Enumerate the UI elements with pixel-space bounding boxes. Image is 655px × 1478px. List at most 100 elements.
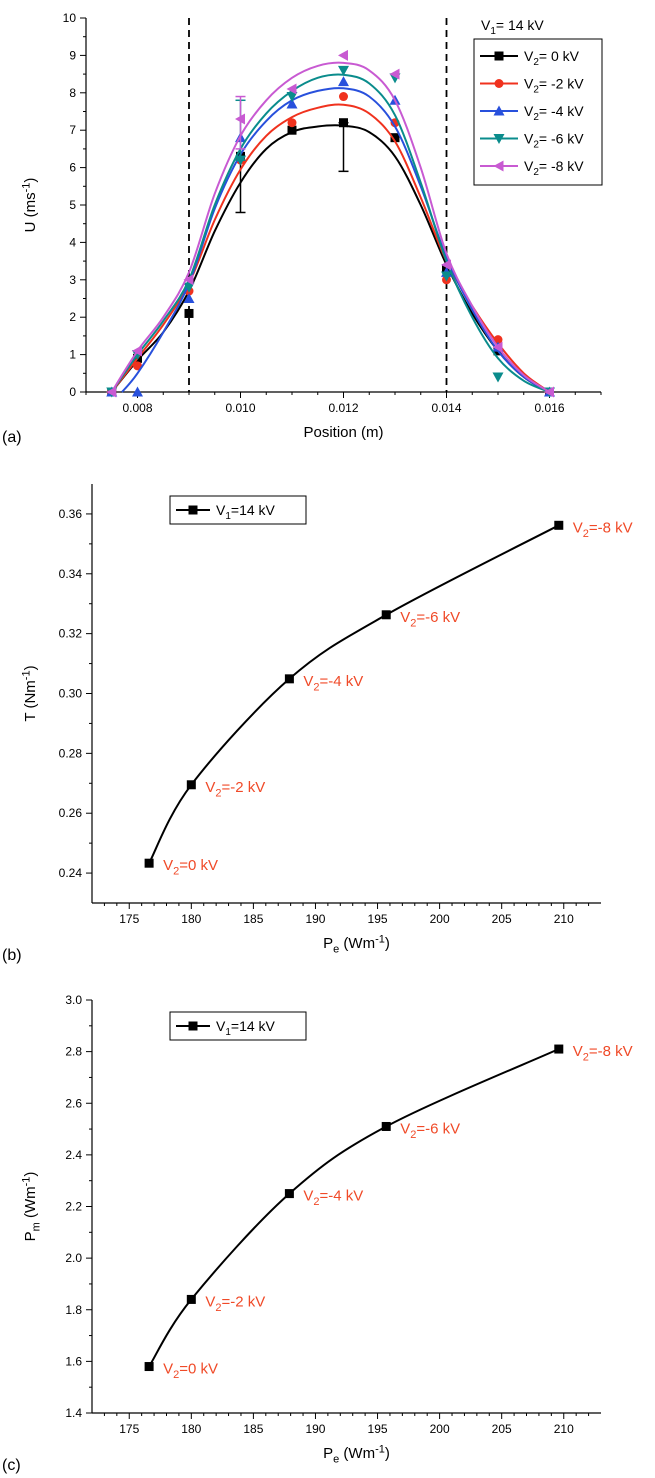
y-tick-label: 2.2 xyxy=(65,1200,82,1214)
legend-marker xyxy=(494,79,504,88)
data-point xyxy=(183,293,195,303)
chart-panel-c: 175 180 185 190 195 200 205 210 1.4 1.6 1.8 2.0 2.2 2… xyxy=(2,993,633,1474)
data-point xyxy=(133,361,142,371)
point-annotation: V2=0 kV xyxy=(163,1361,218,1382)
legend-label: V1=14 kV xyxy=(216,1018,276,1038)
y-tick-label: 2.4 xyxy=(65,1148,82,1162)
legend-title: V1= 14 kV xyxy=(481,17,544,37)
legend-label: V2= -6 kV xyxy=(524,131,584,151)
data-point xyxy=(492,341,503,353)
x-tick-label: 175 xyxy=(119,912,139,926)
data-point xyxy=(186,1294,196,1304)
x-tick-label: 200 xyxy=(430,1422,450,1436)
x-tick-label: 0.014 xyxy=(431,401,461,415)
data-point xyxy=(554,1044,564,1054)
y-tick-label: 0.30 xyxy=(59,687,83,701)
x-tick-label: 180 xyxy=(181,912,201,926)
y-tick-label: 10 xyxy=(63,11,77,25)
data-point xyxy=(186,780,196,790)
x-tick-label: 180 xyxy=(181,1422,201,1436)
point-annotation: V2=-2 kV xyxy=(205,779,265,800)
data-point xyxy=(235,113,245,125)
data-point xyxy=(339,118,348,128)
data-point xyxy=(183,274,194,286)
point-annotation: V2=-4 kV xyxy=(303,673,363,694)
y-tick-label: 2 xyxy=(69,310,76,324)
panel-label: (a) xyxy=(2,429,22,446)
legend-marker xyxy=(493,160,504,172)
data-point xyxy=(132,345,142,357)
y-tick-label: 2.6 xyxy=(65,1096,82,1110)
data-point xyxy=(338,49,348,61)
y-tick-label: 3.0 xyxy=(65,993,82,1007)
x-tick-label: 0.008 xyxy=(122,401,152,415)
legend-marker xyxy=(493,105,505,116)
data-point xyxy=(286,98,298,109)
point-annotation: V2=-4 kV xyxy=(303,1188,363,1209)
y-axis-label: Pm (Wm-1) xyxy=(20,1172,42,1242)
legend-label: V2= -8 kV xyxy=(524,158,584,178)
x-tick-label: 185 xyxy=(243,912,263,926)
legend-label: V2= -2 kV xyxy=(524,76,584,96)
data-point xyxy=(132,386,143,397)
point-annotation: V2=-6 kV xyxy=(400,1120,460,1141)
x-axis-label: Pe (Wm-1) xyxy=(323,1443,390,1465)
y-tick-label: 6 xyxy=(69,161,76,175)
data-point xyxy=(287,125,297,135)
data-point xyxy=(338,65,349,76)
legend-label: V1=14 kV xyxy=(216,502,276,522)
data-point xyxy=(389,68,400,80)
y-tick-label: 1.6 xyxy=(65,1354,82,1368)
y-tick-label: 1 xyxy=(69,348,76,362)
data-point xyxy=(390,133,400,143)
x-tick-label: 210 xyxy=(554,912,574,926)
data-point xyxy=(284,1189,294,1199)
x-tick-label: 200 xyxy=(430,912,450,926)
x-tick-label: 195 xyxy=(368,912,388,926)
y-tick-label: 9 xyxy=(69,48,76,62)
data-point xyxy=(338,76,349,87)
data-point xyxy=(144,858,154,868)
data-point xyxy=(554,520,564,530)
data-point xyxy=(284,674,294,684)
y-tick-label: 2.0 xyxy=(65,1251,82,1265)
y-tick-label: 3 xyxy=(69,273,76,287)
data-point xyxy=(286,92,298,103)
data-point xyxy=(441,259,451,271)
legend-label: V2= 0 kV xyxy=(524,48,580,68)
x-tick-label: 190 xyxy=(305,912,325,926)
data-point xyxy=(144,1362,154,1372)
y-tick-label: 0.36 xyxy=(59,507,83,521)
legend-label: V2= -4 kV xyxy=(524,103,584,123)
x-tick-label: 0.010 xyxy=(225,401,255,415)
legend-marker xyxy=(494,51,504,61)
data-point xyxy=(544,386,554,398)
x-tick-label: 0.016 xyxy=(534,401,564,415)
y-axis-label: U (ms-1) xyxy=(20,178,39,233)
data-point xyxy=(441,271,452,282)
y-tick-label: 2.8 xyxy=(65,1045,82,1059)
legend-marker xyxy=(493,134,505,144)
legend-marker xyxy=(188,505,198,515)
x-tick-label: 185 xyxy=(243,1422,263,1436)
x-axis-label: Pe (Wm-1) xyxy=(323,933,390,955)
chart-panel-b: 175 180 185 190 195 200 205 210 0.24 0.26 0.28 0.30… xyxy=(2,484,633,964)
y-tick-label: 0.28 xyxy=(59,746,83,760)
point-annotation: V2=0 kV xyxy=(163,857,218,878)
data-point xyxy=(184,308,194,318)
y-tick-label: 1.4 xyxy=(65,1406,82,1420)
y-tick-label: 5 xyxy=(69,198,76,212)
data-point xyxy=(183,282,195,293)
y-tick-label: 0.32 xyxy=(59,627,83,641)
series-4 xyxy=(106,49,554,398)
x-tick-label: 210 xyxy=(554,1422,574,1436)
x-tick-label: 190 xyxy=(305,1422,325,1436)
point-annotation: V2=-2 kV xyxy=(205,1293,265,1314)
x-tick-label: 175 xyxy=(119,1422,139,1436)
series-line xyxy=(148,524,560,864)
data-point xyxy=(493,335,503,345)
panel-label: (b) xyxy=(2,947,22,964)
x-tick-label: 0.012 xyxy=(328,401,358,415)
y-tick-label: 8 xyxy=(69,86,76,100)
